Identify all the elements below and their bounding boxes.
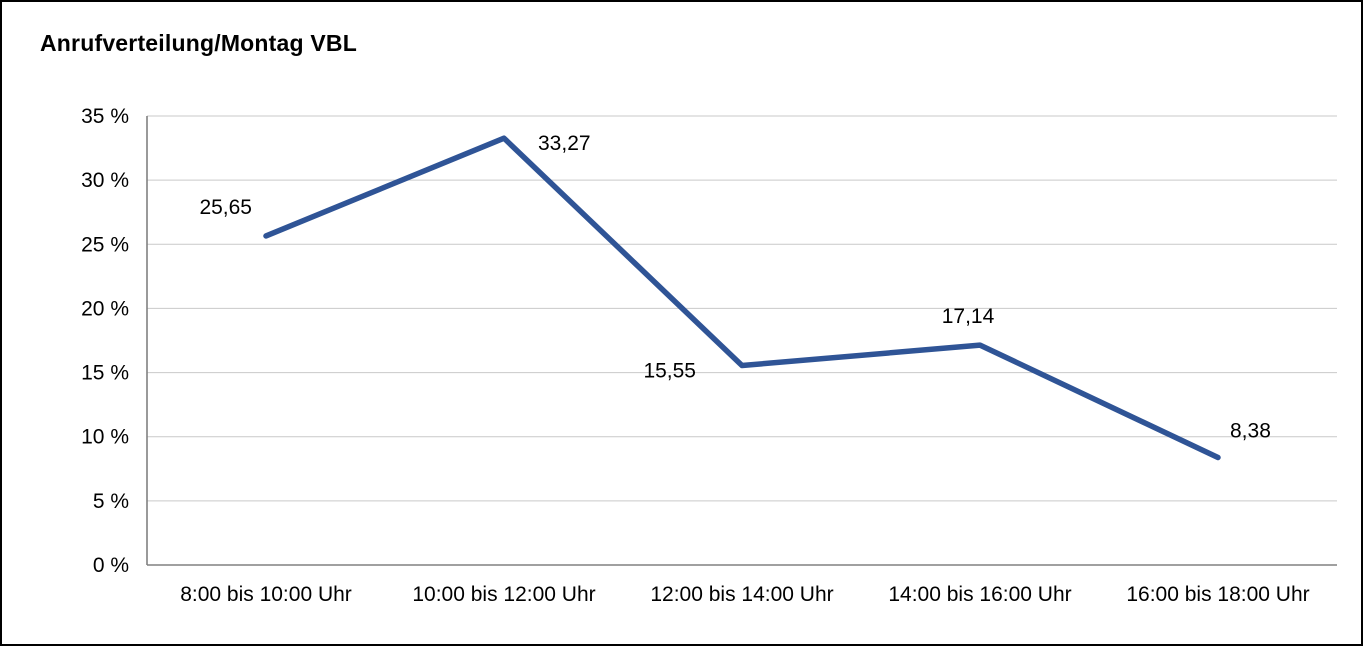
y-tick-label: 15 % <box>81 362 129 385</box>
y-tick-label: 30 % <box>81 169 129 192</box>
y-tick-label: 25 % <box>81 233 129 256</box>
y-tick-label: 0 % <box>93 554 129 577</box>
x-axis-label: 10:00 bis 12:00 Uhr <box>412 583 595 606</box>
data-label: 25,65 <box>199 196 252 219</box>
x-axis-label: 16:00 bis 18:00 Uhr <box>1126 583 1309 606</box>
data-label: 15,55 <box>643 360 696 383</box>
chart-title: Anrufverteilung/Montag VBL <box>40 30 357 56</box>
x-axis-label: 14:00 bis 16:00 Uhr <box>888 583 1071 606</box>
y-tick-label: 10 % <box>81 426 129 449</box>
y-tick-label: 35 % <box>81 105 129 128</box>
x-axis-label: 12:00 bis 14:00 Uhr <box>650 583 833 606</box>
data-line <box>263 135 1221 461</box>
y-tick-label: 5 % <box>93 490 129 513</box>
y-tick-label: 20 % <box>81 297 129 320</box>
x-axis-label: 8:00 bis 10:00 Uhr <box>180 583 352 606</box>
data-label: 17,14 <box>942 305 995 328</box>
data-label: 33,27 <box>538 132 591 155</box>
data-label: 8,38 <box>1230 419 1271 442</box>
